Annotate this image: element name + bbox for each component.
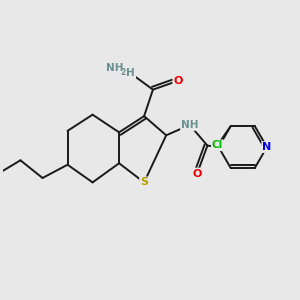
Text: N: N — [262, 142, 272, 152]
Text: H: H — [127, 68, 135, 78]
Text: O: O — [173, 76, 183, 86]
Text: 2: 2 — [121, 68, 126, 77]
Text: NH: NH — [106, 63, 123, 73]
Text: S: S — [140, 177, 148, 188]
Text: Cl: Cl — [212, 140, 223, 150]
Text: O: O — [192, 169, 202, 178]
Text: NH: NH — [181, 120, 199, 130]
